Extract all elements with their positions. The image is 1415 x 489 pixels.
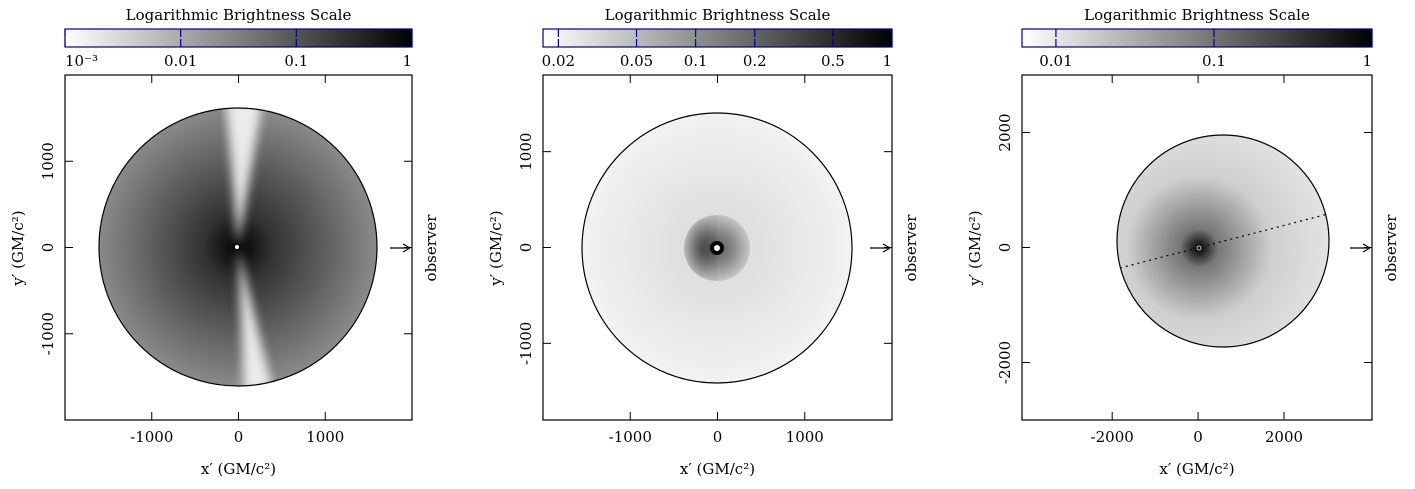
x-tick-label: 1000 — [306, 428, 344, 446]
y-axis-label: y′ (GM/c²) — [966, 210, 984, 286]
observer-arrow — [882, 243, 891, 253]
colorbar-tick-label: 0.5 — [821, 52, 845, 70]
colorbar — [1021, 28, 1373, 48]
colorbar-tick-label: 1 — [402, 52, 412, 70]
x-tick-label: 0 — [1193, 428, 1203, 446]
y-tick-label: 0 — [39, 243, 57, 253]
colorbar-tick-label: 0.1 — [284, 52, 308, 70]
colorbar-tick-label: 0.05 — [620, 52, 653, 70]
x-tick-label: 0 — [713, 428, 723, 446]
colorbar-tick-label: 10⁻³ — [65, 52, 98, 70]
disk-image — [581, 112, 853, 384]
x-tick-label: -1000 — [609, 428, 652, 446]
colorbar-tick-label: 0.1 — [1202, 52, 1226, 70]
y-tick-label: -1000 — [39, 312, 57, 355]
annotation: observer — [422, 214, 440, 282]
y-axis-label: y′ (GM/c²) — [487, 210, 505, 286]
x-tick-label: -1000 — [130, 428, 173, 446]
colorbar-tick-label: 0.01 — [164, 52, 197, 70]
y-tick-label: 0 — [996, 243, 1014, 253]
annotation: observer — [1382, 214, 1400, 282]
colorbar-title: Logarithmic Brightness Scale — [605, 6, 831, 24]
x-axis-label: x′ (GM/c²) — [1159, 460, 1234, 478]
y-tick-label: -1000 — [517, 322, 535, 365]
y-axis-label: y′ (GM/c²) — [9, 210, 27, 286]
y-tick-label: 1000 — [517, 133, 535, 171]
x-axis-label: x′ (GM/c²) — [680, 460, 755, 478]
x-tick-label: 0 — [234, 428, 244, 446]
observer-arrow — [402, 243, 411, 253]
observer-arrow — [1362, 243, 1371, 253]
x-tick-label: 2000 — [1265, 428, 1303, 446]
y-tick-label: 0 — [517, 243, 535, 253]
annotation: observer — [902, 214, 920, 282]
disk-image — [98, 107, 378, 387]
colorbar-tick-label: 0.02 — [542, 52, 575, 70]
colorbar-tick-label: 0.1 — [684, 52, 708, 70]
x-tick-label: -2000 — [1091, 428, 1134, 446]
disk-image — [1116, 134, 1330, 348]
colorbar-tick-label: 1 — [882, 52, 892, 70]
colorbar-tick-label: 0.01 — [1039, 52, 1072, 70]
colorbar-title: Logarithmic Brightness Scale — [1084, 6, 1310, 24]
colorbar-tick-label: 1 — [1362, 52, 1372, 70]
colorbar-title: Logarithmic Brightness Scale — [126, 6, 352, 24]
x-tick-label: 1000 — [786, 428, 824, 446]
y-tick-label: 2000 — [996, 113, 1014, 151]
x-axis-label: x′ (GM/c²) — [201, 460, 276, 478]
colorbar — [64, 28, 413, 48]
colorbar — [542, 28, 893, 48]
y-tick-label: 1000 — [39, 142, 57, 180]
colorbar-tick-label: 0.2 — [743, 52, 767, 70]
y-tick-label: -2000 — [996, 341, 1014, 384]
